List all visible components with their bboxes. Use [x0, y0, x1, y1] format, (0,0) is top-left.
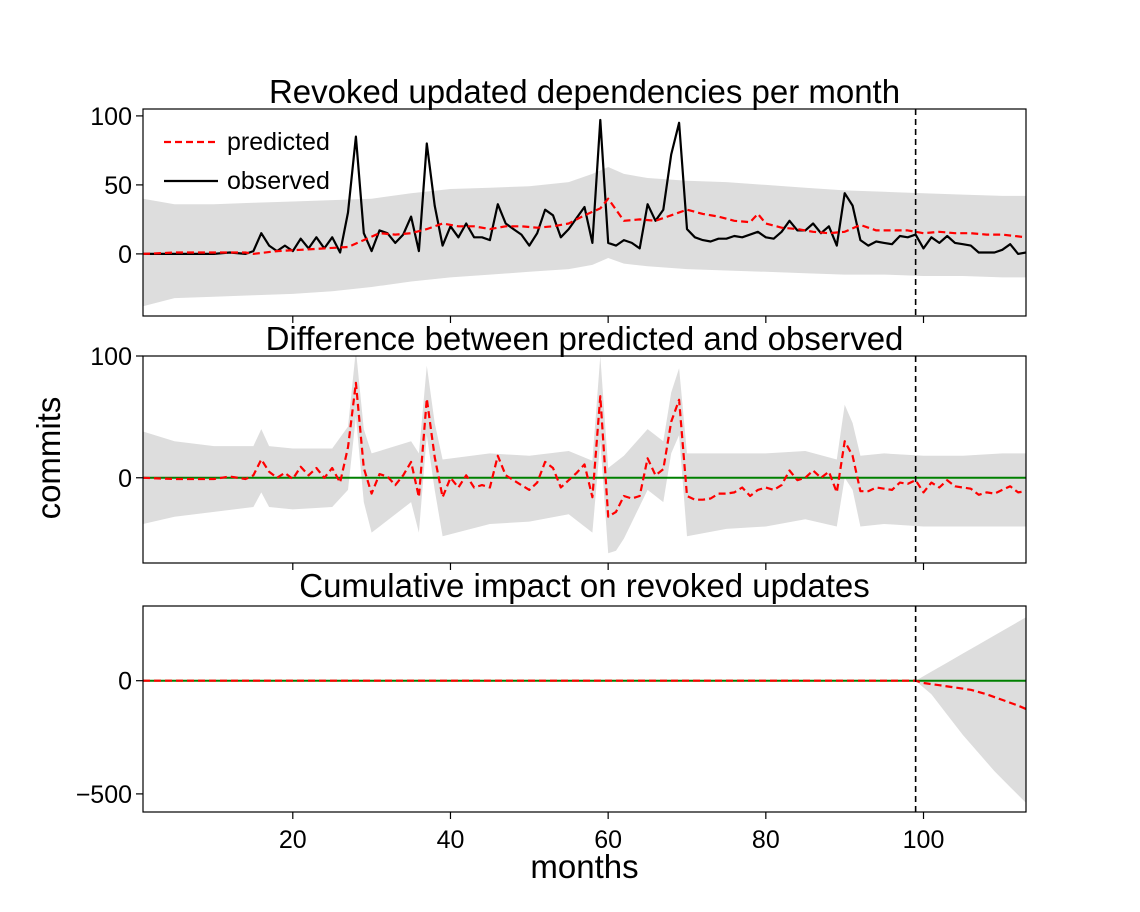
point-effects-line — [143, 381, 1026, 518]
axes-frame — [142, 605, 1027, 813]
ytick-label: 0 — [118, 241, 132, 269]
uncertainty-band — [915, 617, 1026, 803]
ytick-label: 0 — [118, 668, 132, 696]
legend-label-observed: observed — [227, 167, 330, 195]
ytick-label: 100 — [90, 343, 132, 371]
uncertainty-band — [143, 356, 1026, 554]
ytick-label: −500 — [76, 781, 132, 809]
xtick-label: 20 — [279, 826, 307, 854]
xtick-label: 60 — [594, 826, 622, 854]
predicted-line — [143, 197, 1026, 255]
xtick-label: 80 — [752, 826, 780, 854]
uncertainty-band — [143, 167, 1026, 307]
ytick-label: 50 — [104, 172, 132, 200]
y-axis-label: commits — [30, 397, 67, 520]
ytick-label: 100 — [90, 103, 132, 131]
panel-title: Revoked updated dependencies per month — [269, 73, 900, 110]
x-axis-label: months — [530, 848, 638, 885]
axes-frame — [142, 355, 1027, 564]
panel-title: Difference between predicted and observe… — [266, 320, 904, 357]
axes-frame — [142, 108, 1027, 317]
xtick-label: 100 — [903, 826, 945, 854]
panel-title: Cumulative impact on revoked updates — [299, 567, 869, 604]
legend-label-predicted: predicted — [227, 128, 330, 156]
cumulative-effect-line — [143, 679, 1026, 711]
observed-line — [143, 118, 1026, 255]
xtick-label: 40 — [437, 826, 465, 854]
ytick-label: 0 — [118, 465, 132, 493]
